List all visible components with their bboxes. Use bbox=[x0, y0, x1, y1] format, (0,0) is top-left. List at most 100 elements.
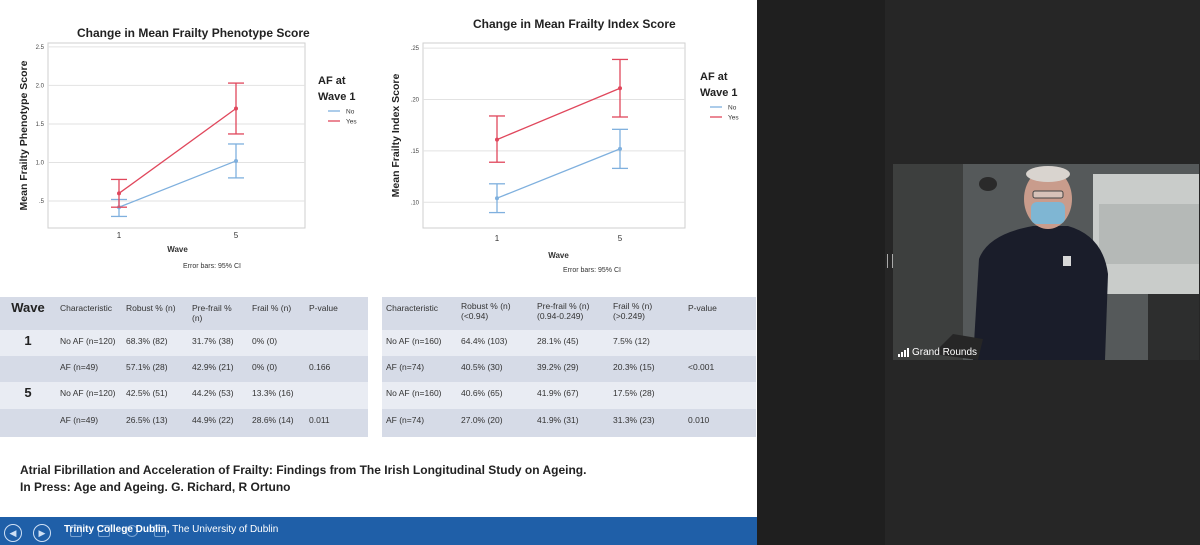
table1-cell: 26.5% (13) bbox=[122, 409, 188, 437]
table2-cell: 40.6% (65) bbox=[457, 382, 533, 409]
shared-slide: Change in Mean Frailty Phenotype Score 2… bbox=[0, 0, 757, 545]
table1-cell: 44.2% (53) bbox=[188, 382, 248, 409]
video-feed bbox=[893, 164, 1199, 360]
slides-grid-icon[interactable] bbox=[98, 525, 110, 537]
series-line-no bbox=[496, 148, 621, 199]
zoom-icon[interactable] bbox=[126, 525, 138, 537]
table2-header: Pre-frail % (n) (0.94-0.249) bbox=[533, 297, 609, 330]
frailty-index-chart: Change in Mean Frailty Index Score .25.2… bbox=[375, 0, 757, 290]
citation-line-2: In Press: Age and Ageing. G. Richard, R … bbox=[20, 480, 291, 494]
legend-label: No bbox=[728, 105, 737, 112]
legend-title: AF at bbox=[700, 71, 728, 83]
frailty-index-table: Characteristic Robust % (n) (<0.94) Pre-… bbox=[382, 297, 756, 437]
error-bar-note: Error bars: 95% CI bbox=[183, 263, 241, 270]
plot-area bbox=[422, 42, 686, 229]
table2-cell: 64.4% (103) bbox=[457, 330, 533, 356]
data-point bbox=[495, 137, 499, 142]
table1-cell: 0% (0) bbox=[248, 356, 305, 382]
data-point bbox=[117, 191, 121, 196]
table2-cell bbox=[684, 330, 756, 356]
phenotype-table: Wave Characteristic Robust % (n) Pre-fra… bbox=[0, 297, 368, 437]
table2-cell: 41.9% (67) bbox=[533, 382, 609, 409]
wave-label bbox=[0, 356, 56, 382]
video-tile[interactable]: Grand Rounds bbox=[893, 164, 1199, 360]
error-bar-note: Error bars: 95% CI bbox=[563, 267, 621, 274]
chevron-left-icon: ◀ bbox=[9, 527, 17, 538]
table1-header: Robust % (n) bbox=[122, 297, 188, 330]
y-tick-label: .10 bbox=[411, 200, 420, 206]
table2-cell: 7.5% (12) bbox=[609, 330, 684, 356]
y-tick-label: 2.5 bbox=[36, 45, 45, 51]
data-point bbox=[234, 158, 238, 163]
table2-header: Frail % (n) (>0.249) bbox=[609, 297, 684, 330]
more-options-icon[interactable] bbox=[154, 525, 166, 537]
table2-cell: 20.3% (15) bbox=[609, 356, 684, 382]
table2-cell bbox=[684, 382, 756, 409]
y-tick-label: .15 bbox=[411, 149, 420, 155]
footer-rest: The University of Dublin bbox=[169, 524, 279, 535]
table2-header: Characteristic bbox=[382, 297, 457, 330]
table1-cell: 0.011 bbox=[305, 409, 368, 437]
series-line-no bbox=[118, 160, 237, 208]
plot-area bbox=[47, 42, 306, 229]
chart-1-plot: 2.5 2.0 1.5 1.0 .5 1 5 Wave Error bars: 95% CI Me… bbox=[18, 42, 357, 270]
table2-cell: No AF (n=160) bbox=[382, 382, 457, 409]
table2-cell: 0.010 bbox=[684, 409, 756, 437]
x-axis-label: Wave bbox=[167, 245, 188, 254]
wave-header: Wave bbox=[0, 297, 56, 330]
table1-cell: 0.166 bbox=[305, 356, 368, 382]
y-tick-label: 1.5 bbox=[36, 122, 45, 128]
series-line-yes bbox=[496, 87, 621, 141]
table1-header: Characteristic bbox=[56, 297, 122, 330]
table2-cell: 27.0% (20) bbox=[457, 409, 533, 437]
next-slide-button[interactable]: ▶ bbox=[33, 524, 51, 542]
table1-cell: 31.7% (38) bbox=[188, 330, 248, 356]
previous-slide-button[interactable]: ◀ bbox=[4, 524, 22, 542]
table1-cell: AF (n=49) bbox=[56, 409, 122, 437]
y-tick-label: .25 bbox=[411, 46, 420, 52]
x-tick-label: 5 bbox=[618, 234, 623, 243]
data-point bbox=[495, 196, 499, 201]
table2-cell: No AF (n=160) bbox=[382, 330, 457, 356]
table2-cell: <0.001 bbox=[684, 356, 756, 382]
table2-cell: AF (n=74) bbox=[382, 409, 457, 437]
wave-label bbox=[0, 409, 56, 437]
table1-header: P-value bbox=[305, 297, 368, 330]
y-axis-label: Mean Frailty Phenotype Score bbox=[18, 60, 30, 210]
wave-label: 5 bbox=[0, 382, 56, 409]
participant-label: Grand Rounds bbox=[898, 347, 977, 358]
chart-2-plot: .25 .20 .15 .10 1 5 Wave Error bars: 95% CI Mean… bbox=[390, 42, 739, 274]
legend-label: No bbox=[346, 109, 355, 116]
table1-cell bbox=[305, 382, 368, 409]
data-point bbox=[234, 106, 238, 111]
table1-cell: 42.5% (51) bbox=[122, 382, 188, 409]
table1-cell: 68.3% (82) bbox=[122, 330, 188, 356]
chevron-right-icon: ▶ bbox=[38, 527, 46, 538]
pen-tool-icon[interactable] bbox=[70, 525, 82, 537]
frailty-phenotype-chart: Change in Mean Frailty Phenotype Score 2… bbox=[0, 0, 375, 290]
table2-cell: AF (n=74) bbox=[382, 356, 457, 382]
table2-header: P-value bbox=[684, 297, 756, 330]
table2-cell: 41.9% (31) bbox=[533, 409, 609, 437]
legend-label: Yes bbox=[346, 119, 357, 126]
y-tick-label: 1.0 bbox=[36, 160, 45, 166]
legend-title: AF at bbox=[318, 75, 346, 87]
table1-cell: 44.9% (22) bbox=[188, 409, 248, 437]
table1-cell: AF (n=49) bbox=[56, 356, 122, 382]
y-axis-label: Mean Frailty Index Score bbox=[390, 73, 402, 197]
panel-resize-handle[interactable] bbox=[887, 254, 893, 268]
table1-cell: 28.6% (14) bbox=[248, 409, 305, 437]
table1-cell: 57.1% (28) bbox=[122, 356, 188, 382]
table1-cell: No AF (n=120) bbox=[56, 330, 122, 356]
slide-footer: ◀ ▶ Trinity College Dublin, The Universi… bbox=[0, 517, 757, 545]
legend-title: Wave 1 bbox=[318, 91, 356, 103]
table2-cell: 17.5% (28) bbox=[609, 382, 684, 409]
citation-line-1: Atrial Fibrillation and Acceleration of … bbox=[20, 463, 587, 477]
table2-cell: 31.3% (23) bbox=[609, 409, 684, 437]
signal-strength-icon bbox=[898, 348, 909, 357]
table2-cell: 28.1% (45) bbox=[533, 330, 609, 356]
wave-label: 1 bbox=[0, 330, 56, 356]
data-point bbox=[618, 86, 622, 91]
x-axis-label: Wave bbox=[548, 251, 569, 260]
